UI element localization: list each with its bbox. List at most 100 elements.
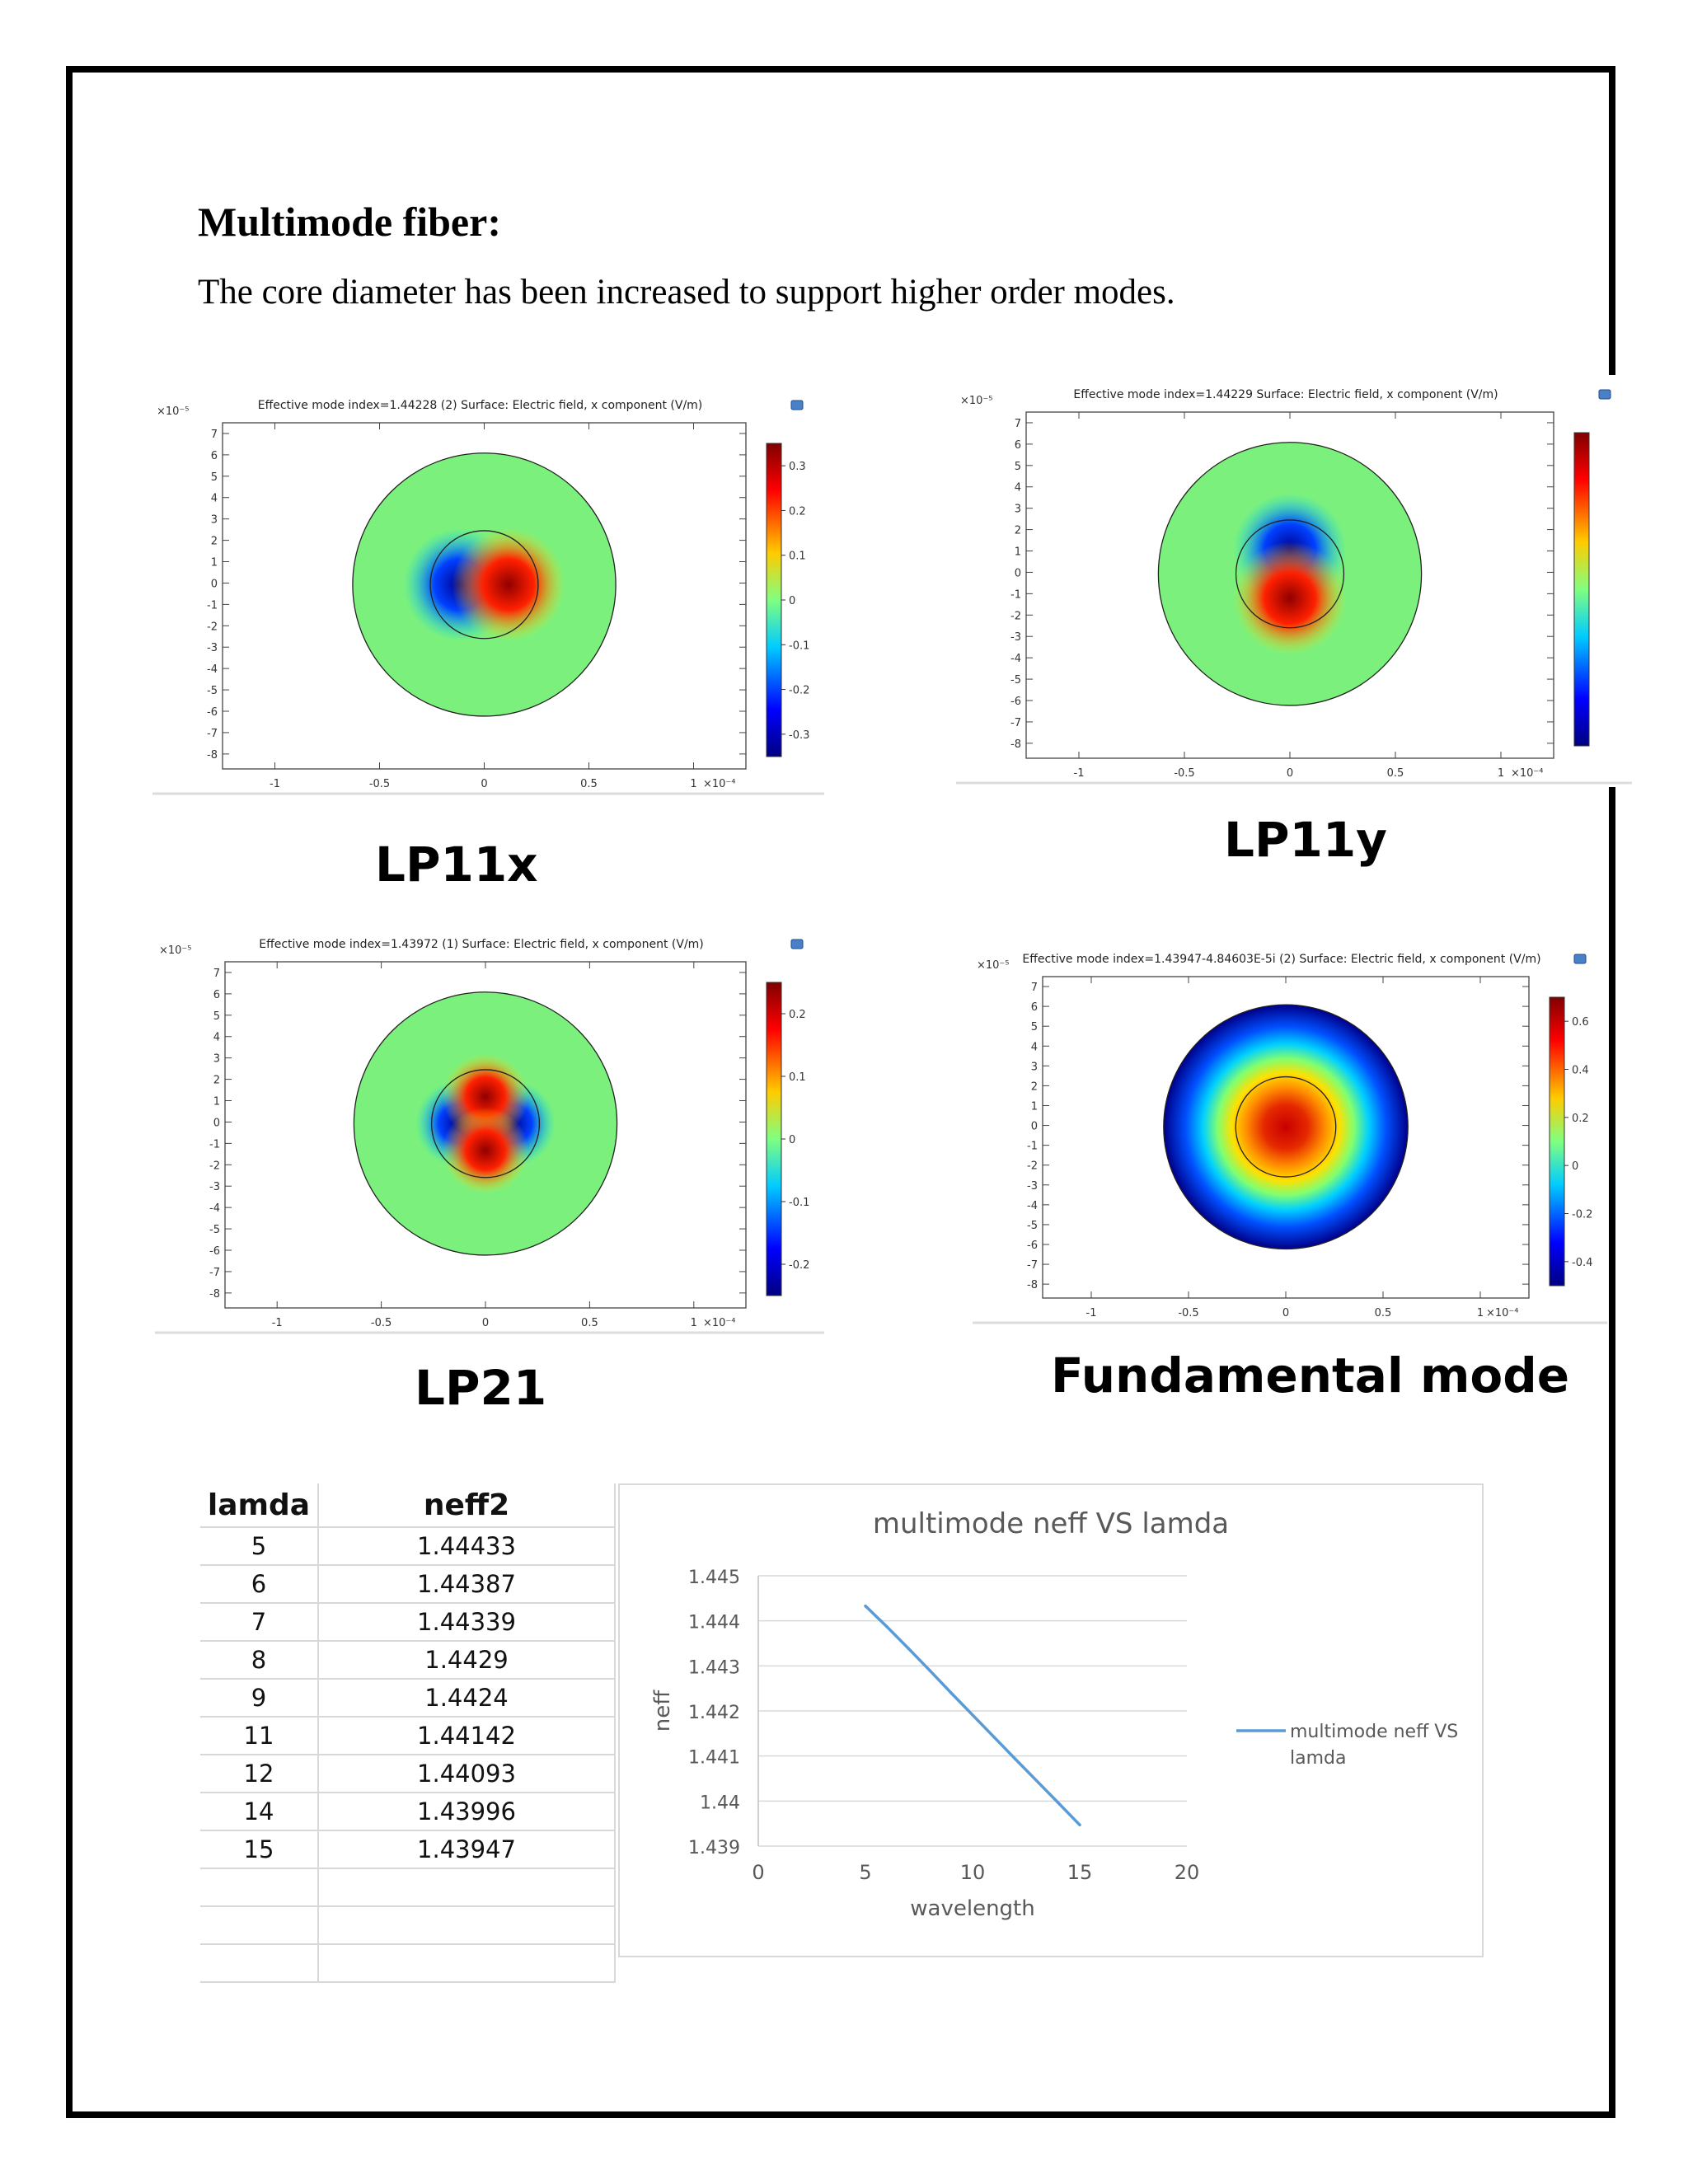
y-tick-label: -2	[1010, 610, 1021, 622]
y-tick-label: 0	[213, 1117, 220, 1129]
table-cell-lamda: 11	[200, 1717, 319, 1755]
y-exponent-label: ×10⁻⁵	[960, 395, 993, 407]
x-tick-label: 1	[1498, 767, 1504, 780]
y-tick-label: 0	[211, 578, 218, 590]
plot-title: Effective mode index=1.44229 Surface: El…	[1073, 388, 1498, 401]
field-gaussian	[1163, 1005, 1409, 1249]
x-tick-label: 0.5	[1387, 767, 1404, 780]
colorbar-tick-label: -0.1	[789, 1197, 809, 1209]
colorbar-tick-label: -0.2	[789, 685, 809, 697]
colorbar-tick-label: 0.4	[1572, 1065, 1589, 1077]
y-tick-label: 0	[1015, 567, 1021, 579]
y-tick-label: -3	[209, 1181, 220, 1193]
table-cell-neff2: 1.44339	[318, 1603, 616, 1642]
colorbar-tick-label: 0.2	[1572, 1113, 1589, 1125]
table-cell-lamda: 12	[200, 1755, 319, 1793]
y-tick-label: -6	[1010, 696, 1021, 708]
field-map	[354, 991, 617, 1255]
core-boundary	[1235, 519, 1345, 629]
section-heading: Multimode fiber:	[198, 199, 501, 245]
plot-title: Effective mode index=1.44228 (2) Surface…	[258, 399, 703, 412]
colorbar-tick-label: 0	[789, 595, 795, 607]
table-cell-lamda	[200, 1906, 319, 1945]
colorbar-tick-label: 0.1	[789, 551, 806, 563]
y-tick-label: -8	[209, 1288, 220, 1301]
core-boundary	[430, 1069, 541, 1179]
x-tick-label: -1	[270, 778, 280, 790]
y-tick-label: 1.444	[688, 1613, 740, 1633]
y-tick-label: 4	[213, 1032, 220, 1044]
table-cell-neff2: 1.43947	[318, 1830, 616, 1869]
x-tick-label: -0.5	[371, 1317, 392, 1329]
table-cell-lamda: 6	[200, 1565, 319, 1604]
y-tick-label: 6	[1031, 1001, 1038, 1014]
x-tick-label: 15	[1067, 1861, 1093, 1884]
table-row	[200, 1906, 616, 1945]
y-tick-label: 4	[1031, 1041, 1038, 1053]
colorbar-tick-label: -0.3	[789, 729, 809, 742]
mode-caption-lp11y: LP11y	[1224, 812, 1387, 868]
y-tick-label: 1.439	[688, 1838, 740, 1858]
data-point	[928, 1669, 931, 1672]
colorbar	[1549, 996, 1565, 1286]
table-cell-neff2: 1.4424	[318, 1679, 616, 1718]
y-tick-label: 3	[213, 1053, 220, 1066]
x-tick-label: 0.5	[581, 1317, 598, 1329]
colorbar	[766, 443, 782, 757]
mode-plot-svg: Effective mode index=1.44228 (2) Surface…	[152, 399, 824, 795]
legend-line: lamda	[1290, 1748, 1346, 1769]
cladding-boundary	[353, 991, 618, 1256]
x-tick-label: 1	[690, 778, 696, 790]
table-cell-neff2: 1.44387	[318, 1565, 616, 1604]
x-tick-label: -0.5	[1178, 1307, 1198, 1319]
y-tick-label: 1.44	[700, 1793, 740, 1813]
y-exponent-label: ×10⁻⁵	[157, 405, 190, 418]
y-tick-label: -5	[207, 685, 218, 697]
page-border	[66, 66, 1615, 2118]
y-tick-label: -5	[1027, 1220, 1038, 1232]
y-tick-label: 4	[1015, 482, 1021, 494]
mode-plot-lp11x: Effective mode index=1.44228 (2) Surface…	[152, 386, 824, 798]
table-row: 9 1.4424	[200, 1679, 616, 1718]
x-tick-label: 0	[1287, 767, 1293, 780]
y-tick-label: 4	[211, 493, 218, 505]
y-tick-label: -3	[207, 642, 218, 654]
y-tick-label: 5	[211, 471, 218, 484]
colorbar-tick-label: 0.2	[789, 1009, 806, 1021]
colorbar-tick-label: 0.2	[789, 505, 806, 518]
y-tick-label: -2	[209, 1160, 220, 1172]
y-exponent-label: ×10⁻⁵	[977, 959, 1010, 972]
y-tick-label: 1.442	[688, 1703, 740, 1723]
mode-caption-lp21: LP21	[415, 1360, 547, 1416]
x-tick-label: 1	[691, 1317, 697, 1329]
y-tick-label: -3	[1027, 1180, 1038, 1193]
y-tick-label: 7	[1015, 418, 1021, 430]
y-tick-label: -7	[209, 1267, 220, 1279]
data-point	[950, 1691, 953, 1694]
y-tick-label: -1	[1027, 1141, 1038, 1153]
table-row	[200, 1944, 616, 1983]
y-tick-label: 7	[1031, 982, 1038, 994]
mode-caption-lp11x: LP11x	[375, 837, 538, 893]
y-tick-label: 1	[1015, 546, 1021, 559]
table-cell-neff2: 1.44142	[318, 1717, 616, 1755]
y-tick-label: -7	[207, 728, 218, 740]
y-tick-label: 7	[213, 968, 220, 980]
table-row: 12 1.44093	[200, 1755, 616, 1793]
y-axis-label: neff	[650, 1690, 675, 1732]
table-cell-neff2	[318, 1944, 616, 1983]
y-tick-label: -1	[1010, 588, 1021, 601]
colorbar	[1573, 432, 1590, 747]
colorbar-tick-label: -0.4	[1572, 1257, 1592, 1269]
x-tick-label: 10	[960, 1861, 986, 1884]
y-tick-label: 3	[1015, 504, 1021, 516]
colorbar-tick-label: 0	[1572, 1160, 1578, 1173]
x-tick-label: 0	[752, 1861, 764, 1884]
x-tick-label: 0	[481, 778, 487, 790]
table-row: 7 1.44339	[200, 1603, 616, 1642]
mode-plot-lp21: Effective mode index=1.43972 (1) Surface…	[155, 925, 824, 1337]
chart-frame	[618, 1483, 1484, 1957]
plot-title: Effective mode index=1.43947-4.84603E-5i…	[1022, 953, 1540, 966]
y-exponent-label: ×10⁻⁵	[159, 944, 192, 957]
y-tick-label: -5	[1010, 674, 1021, 687]
